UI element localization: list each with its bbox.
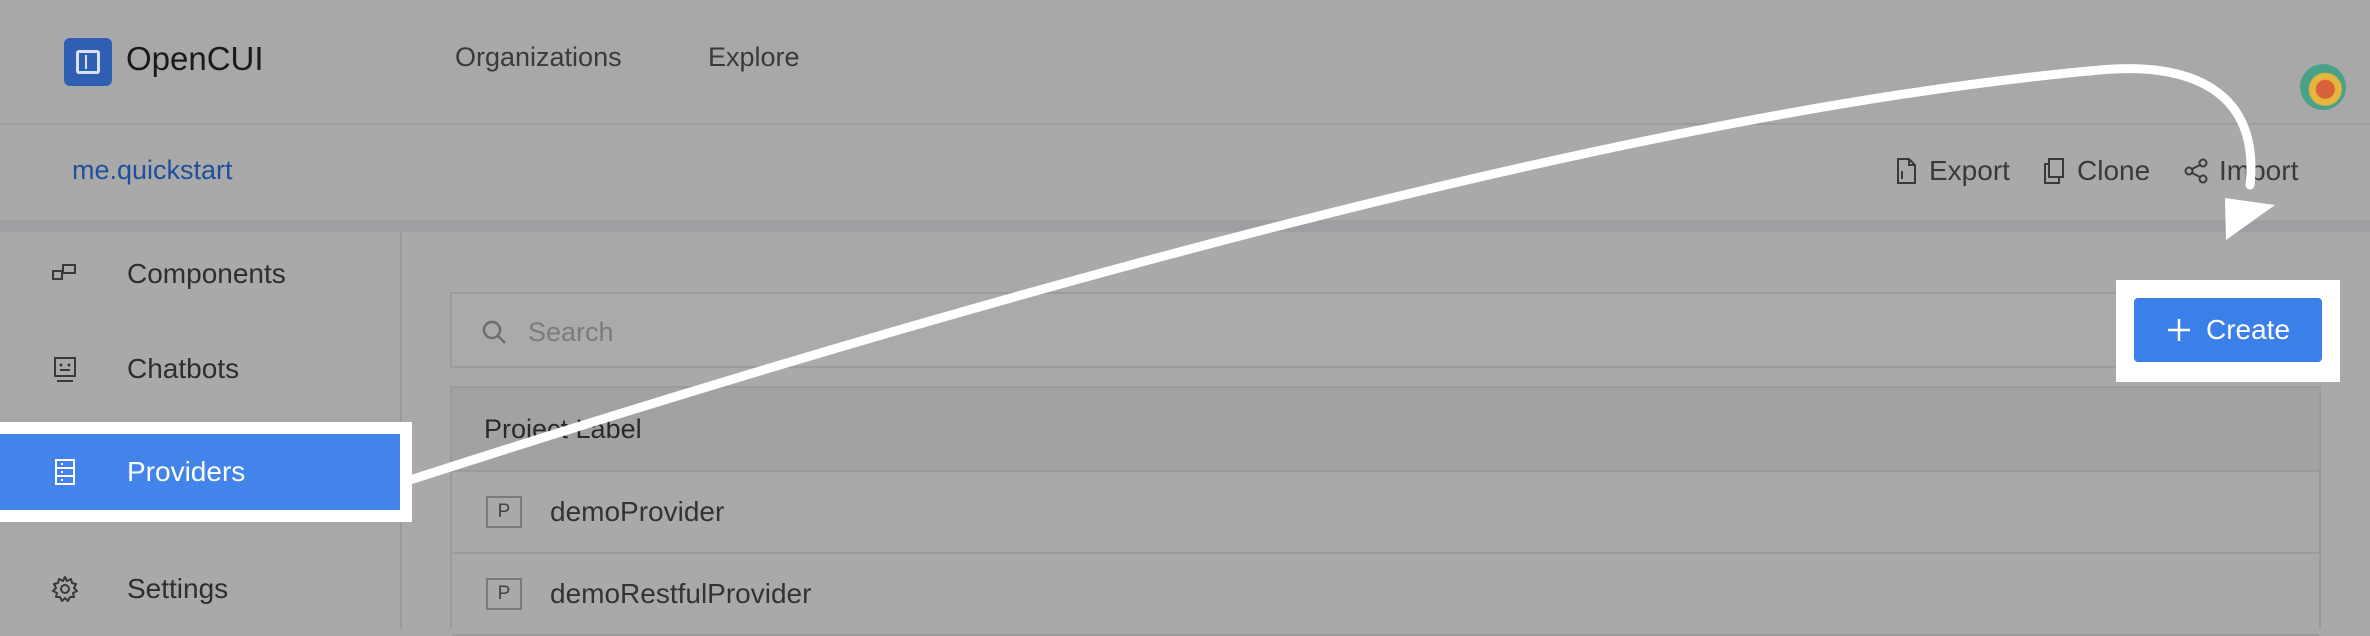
sidebar-item-label: Components (127, 258, 286, 289)
table-row[interactable]: P demoProvider (452, 472, 2319, 554)
user-avatar[interactable] (2300, 64, 2346, 110)
import-button[interactable]: Import (2183, 155, 2298, 187)
top-nav: OpenCUI Organizations Explore (0, 0, 2370, 125)
search-placeholder: Search (528, 317, 614, 347)
sidebar-item-providers[interactable]: Providers (0, 422, 412, 522)
gear-icon (52, 576, 78, 602)
sidebar-item-components[interactable]: Components (0, 234, 400, 314)
create-label: Create (2205, 314, 2291, 345)
sidebar-item-settings[interactable]: Settings (0, 549, 400, 629)
sidebar-item-label: Providers (127, 456, 246, 487)
search-icon (482, 320, 506, 344)
provider-type-badge: P (486, 578, 522, 610)
opencui-logo-icon[interactable] (64, 38, 112, 86)
table-row[interactable]: P demoRestfulProvider (452, 554, 2319, 636)
providers-table: Project Label P demoProvider P demoRestf… (450, 386, 2321, 636)
file-export-icon (1897, 158, 1916, 184)
brand-name[interactable]: OpenCUI (126, 40, 264, 77)
provider-name[interactable]: demoProvider (550, 496, 725, 527)
provider-name[interactable]: demoRestfulProvider (550, 578, 812, 609)
sidebar: Components Chatbots Providers Settings (0, 232, 412, 629)
sidebar-item-label: Settings (127, 573, 229, 604)
provider-type-badge: P (486, 496, 522, 528)
table-header: Project Label (452, 388, 2319, 472)
project-breadcrumb[interactable]: me.quickstart (72, 155, 233, 185)
search-input[interactable]: Search (450, 292, 2320, 368)
project-header: me.quickstart Export Clone Import (0, 125, 2370, 232)
export-button[interactable]: Export (1893, 155, 2010, 187)
nav-link-organizations[interactable]: Organizations (455, 42, 622, 72)
components-icon (52, 264, 76, 280)
providers-icon (55, 459, 75, 485)
export-label: Export (1929, 155, 2010, 186)
clone-button[interactable]: Clone (2041, 155, 2150, 187)
clone-label: Clone (2077, 155, 2151, 186)
share-icon (2184, 158, 2208, 184)
import-label: Import (2219, 155, 2299, 186)
sidebar-item-label: Chatbots (127, 353, 240, 384)
create-button[interactable]: Create (2134, 298, 2322, 362)
sidebar-item-chatbots[interactable]: Chatbots (0, 329, 400, 409)
chatbot-icon (54, 357, 76, 382)
copy-icon (2044, 158, 2064, 184)
nav-link-explore[interactable]: Explore (708, 42, 800, 72)
plus-icon (2167, 319, 2190, 341)
column-header-project-label: Project Label (484, 414, 642, 444)
